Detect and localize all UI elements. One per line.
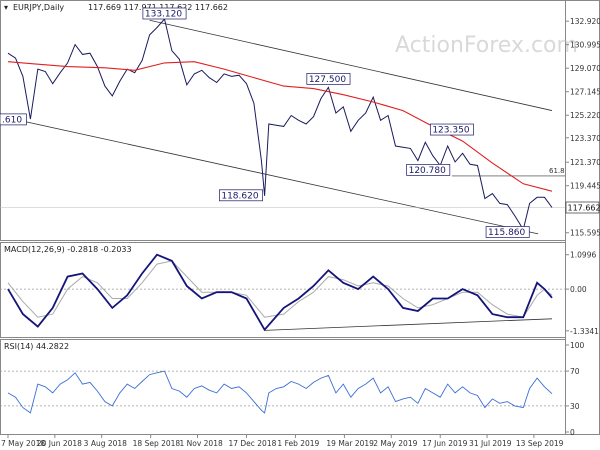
x-tick-label: 18 Sep 2018 [133, 439, 181, 448]
x-tick-label: 7 May 2018 [1, 439, 45, 448]
rsi-tick-label: 100 [570, 341, 585, 350]
macd-tick-label: 1.0996 [570, 251, 596, 260]
macd-plot: 1.0996 0.00 -1.3341 [0, 251, 599, 336]
price-tick-label: 130.995 [570, 41, 600, 50]
annotation-label: 115.860 [488, 228, 525, 238]
macd-tick-label: 0.00 [570, 285, 587, 294]
price-plot: 61.8 133.120 127.500 118.620 123.350 120.780 1… [0, 7, 600, 238]
price-tick-label: 119.445 [570, 182, 600, 191]
price-tick-label: 125.220 [570, 111, 600, 120]
macd-title: MACD(12,26,9) -0.2818 -0.2033 [4, 245, 132, 254]
annotation-box [219, 189, 263, 202]
x-tick-label: 13 Sep 2019 [516, 439, 564, 448]
rsi-tick-label: 70 [570, 367, 580, 376]
annotation-label: 118.620 [221, 191, 258, 201]
series-eurjpy [7, 17, 553, 231]
watermark: ActionForex.com [395, 33, 578, 58]
annotation-box [0, 113, 27, 126]
macd-tick-label: -1.3341 [570, 327, 599, 336]
annotation-label: 120.780 [409, 166, 446, 176]
x-tick-label: 1 Feb 2019 [277, 439, 319, 448]
rsi-plot: 100 70 30 0 [0, 341, 585, 437]
price-tick-label: 127.145 [570, 88, 600, 97]
x-tick-label: 3 Aug 2018 [84, 439, 127, 448]
channel-line-1 [7, 117, 539, 235]
channel-line-0 [149, 19, 553, 111]
series-ma [7, 61, 553, 192]
x-tick-label: 31 Jul 2019 [469, 439, 512, 448]
price-tick-label: 129.070 [570, 64, 600, 73]
x-tick-label: 17 Dec 2018 [228, 439, 276, 448]
macd-panel-frame [0, 242, 566, 338]
price-tick-label: 132.920 [570, 17, 600, 26]
annotation-label: 123.350 [432, 126, 469, 136]
annotation-box [485, 226, 530, 238]
fib-label: 61.8 [549, 167, 565, 175]
annotation-box [306, 73, 351, 85]
x-tick-label: 2 May 2019 [373, 439, 417, 448]
rsi-tick-label: 30 [570, 402, 580, 411]
annotation-label: 127.500 [309, 75, 346, 85]
series-signal [7, 260, 553, 318]
x-tick-label: 17 Jun 2019 [422, 439, 467, 448]
x-tick-label: 19 Mar 2019 [326, 439, 374, 448]
annotation-box [406, 164, 451, 176]
annotation-label: 133.120 [145, 10, 182, 20]
series-macd [7, 253, 553, 332]
rsi-title: RSI(14) 44.2822 [4, 342, 69, 351]
instrument-label: EURJPY,Daily [13, 3, 64, 12]
annotation-label: .610 [2, 115, 22, 125]
price-tick-label: 115.595 [570, 229, 600, 238]
x-tick-label: 1 Nov 2018 [179, 439, 222, 448]
price-header: ▾ EURJPY,Daily 117.669 117.971 117.622 1… [4, 3, 228, 12]
annotation-box [142, 7, 187, 20]
price-tick-label: 123.370 [570, 134, 600, 143]
price-tick-label: 121.370 [570, 158, 600, 167]
series-rsi [7, 370, 553, 414]
x-tick-label: 20 Jun 2018 [37, 439, 82, 448]
ohlc-label: 117.669 117.971 117.622 117.662 [88, 3, 228, 12]
annotation-box [429, 123, 474, 136]
chart-dropdown-icon: ▾ [4, 3, 8, 12]
rsi-tick-label: 0 [570, 428, 575, 437]
macd-trend-line [264, 318, 553, 331]
last-price-badge [565, 201, 600, 214]
last-price-label: 117.662 [568, 203, 600, 212]
